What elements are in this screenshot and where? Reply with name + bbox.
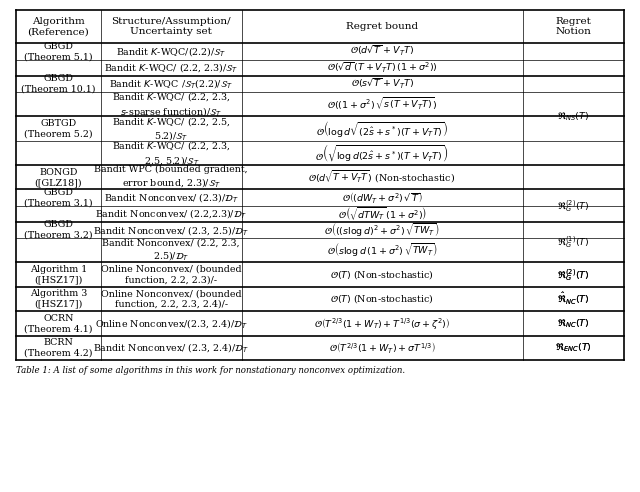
Text: Online Nonconvex/ (bounded
function, 2.2, 2.3, 2.4)/-: Online Nonconvex/ (bounded function, 2.2…: [101, 289, 241, 308]
Text: $\mathfrak{R}_{NS}(T)$: $\mathfrak{R}_{NS}(T)$: [557, 110, 589, 123]
Text: $\mathcal{O}\left(\log d\sqrt{(2\hat{s}+s^*)(T+V_TT)}\right)$: $\mathcal{O}\left(\log d\sqrt{(2\hat{s}+…: [316, 119, 449, 139]
Text: Algorithm
(Reference): Algorithm (Reference): [28, 17, 90, 36]
Text: GBGD
(Theorem 3.1): GBGD (Theorem 3.1): [24, 188, 93, 207]
Text: Bandit Nonconvex/ (2.2,2.3)/$\mathcal{D}_T$: Bandit Nonconvex/ (2.2,2.3)/$\mathcal{D}…: [95, 207, 248, 220]
Text: $\mathcal{O}\left(T^{2/3}(1+W_T)+T^{1/3}(\sigma+\zeta^2)\right)$: $\mathcal{O}\left(T^{2/3}(1+W_T)+T^{1/3}…: [314, 316, 450, 331]
Text: $\mathfrak{R}_G^{(2)}(T)$: $\mathfrak{R}_G^{(2)}(T)$: [557, 267, 589, 282]
Text: $\hat{\mathfrak{R}}_{NC}(T)$: $\hat{\mathfrak{R}}_{NC}(T)$: [557, 291, 589, 307]
Text: $\hat{\mathfrak{R}}_{NC}(T)$: $\hat{\mathfrak{R}}_{NC}(T)$: [557, 291, 589, 307]
Text: $\mathfrak{R}_G^{(2)}(T)$: $\mathfrak{R}_G^{(2)}(T)$: [557, 267, 589, 282]
Text: Bandit $K$-WQC /$\mathcal{S}_T$(2.2)/$\mathcal{S}_T$: Bandit $K$-WQC /$\mathcal{S}_T$(2.2)/$\m…: [109, 77, 233, 91]
Text: GBGD
(Theorem 5.1): GBGD (Theorem 5.1): [24, 42, 93, 61]
Text: $\mathcal{O}(T)$ (Non-stochastic): $\mathcal{O}(T)$ (Non-stochastic): [330, 268, 434, 281]
Text: $\mathfrak{R}_G^{(2)}(T)$: $\mathfrak{R}_G^{(2)}(T)$: [557, 198, 589, 214]
Text: BCRN
(Theorem 4.2): BCRN (Theorem 4.2): [24, 338, 93, 357]
Text: $\mathcal{O}((1+\sigma^2)\,\sqrt{s\,(T+V_TT)})$: $\mathcal{O}((1+\sigma^2)\,\sqrt{s\,(T+V…: [327, 96, 437, 112]
Text: $\mathcal{O}\left(\sqrt{dTW_T}\,(1+\sigma^2)\right)$: $\mathcal{O}\left(\sqrt{dTW_T}\,(1+\sigm…: [337, 206, 427, 222]
Text: $\mathcal{O}\left(\sqrt{\log d(2\hat{s}+s^*)(T+V_TT)}\right)$: $\mathcal{O}\left(\sqrt{\log d(2\hat{s}+…: [316, 142, 449, 164]
Text: Bandit Nonconvex/ (2.3, 2.4)/$\mathcal{D}_T$: Bandit Nonconvex/ (2.3, 2.4)/$\mathcal{D…: [93, 341, 249, 354]
Text: $\mathfrak{R}_{ENC}(T)$: $\mathfrak{R}_{ENC}(T)$: [555, 341, 592, 354]
Text: $\mathfrak{R}_{NC}(T)$: $\mathfrak{R}_{NC}(T)$: [557, 317, 589, 330]
Text: $\mathcal{O}(d\sqrt{T}+V_TT)$: $\mathcal{O}(d\sqrt{T}+V_TT)$: [350, 44, 414, 59]
Text: $\mathcal{O}(d\sqrt{T+V_TT})$ (Non-stochastic): $\mathcal{O}(d\sqrt{T+V_TT})$ (Non-stoch…: [308, 169, 456, 185]
Text: Regret
Notion: Regret Notion: [556, 17, 591, 36]
Text: GBGD
(Theorem 3.2): GBGD (Theorem 3.2): [24, 220, 93, 240]
Text: $\mathcal{O}\left(s\log d\,(1+\sigma^2)\,\sqrt{TW_T}\right)$: $\mathcal{O}\left(s\log d\,(1+\sigma^2)\…: [326, 242, 438, 259]
Text: Algorithm 1
([HSZ17]): Algorithm 1 ([HSZ17]): [30, 265, 87, 284]
Text: Online Nonconvex/ (bounded
function, 2.2, 2.3)/-: Online Nonconvex/ (bounded function, 2.2…: [101, 265, 241, 284]
Text: OCRN
(Theorem 4.1): OCRN (Theorem 4.1): [24, 314, 93, 333]
Text: Bandit $K$-WQC/ (2.2, 2.3,
2.5, 5.2)/$\mathcal{S}_T$: Bandit $K$-WQC/ (2.2, 2.3, 2.5, 5.2)/$\m…: [112, 139, 231, 167]
Text: Bandit $K$-WQC/ (2.2, 2.3)/$\mathcal{S}_T$: Bandit $K$-WQC/ (2.2, 2.3)/$\mathcal{S}_…: [104, 61, 239, 74]
Text: Bandit $K$-WQC/ (2.2, 2.5,
5.2)/$\mathcal{S}_T$: Bandit $K$-WQC/ (2.2, 2.5, 5.2)/$\mathca…: [112, 115, 231, 143]
Text: BONGD
([GLZ18]): BONGD ([GLZ18]): [35, 168, 83, 187]
Text: GBTGD
(Theorem 5.2): GBTGD (Theorem 5.2): [24, 119, 93, 138]
Text: Bandit Nonconvex/ (2.3)/$\mathcal{D}_T$: Bandit Nonconvex/ (2.3)/$\mathcal{D}_T$: [104, 191, 239, 204]
Text: $\mathcal{O}\left(T^{2/3}(1+W_T)+\sigma T^{1/3}\right)$: $\mathcal{O}\left(T^{2/3}(1+W_T)+\sigma …: [329, 340, 435, 355]
Text: Structure/Assumption/
Uncertainty set: Structure/Assumption/ Uncertainty set: [111, 17, 231, 36]
Text: Bandit Nonconvex/ (2.3, 2.5)/$\mathcal{D}_T$: Bandit Nonconvex/ (2.3, 2.5)/$\mathcal{D…: [93, 223, 249, 237]
Text: $\mathcal{O}\left(((s\log d)^2+\sigma^2)\,\sqrt{TW_T}\right)$: $\mathcal{O}\left(((s\log d)^2+\sigma^2)…: [324, 221, 440, 239]
Text: Regret bound: Regret bound: [346, 22, 418, 31]
Text: $\mathcal{O}(T)$ (Non-stochastic): $\mathcal{O}(T)$ (Non-stochastic): [330, 293, 434, 306]
Text: Bandit WPC (bounded gradient,
error bound, 2.3)/$\mathcal{S}_T$: Bandit WPC (bounded gradient, error boun…: [95, 165, 248, 189]
Text: $\mathfrak{R}_{ENC}(T)$: $\mathfrak{R}_{ENC}(T)$: [555, 341, 592, 354]
Text: Bandit $K$-WQC/(2.2)/$\mathcal{S}_T$: Bandit $K$-WQC/(2.2)/$\mathcal{S}_T$: [116, 45, 227, 58]
Text: Bandit Nonconvex/ (2.2, 2.3,
2.5)/$\mathcal{D}_T$: Bandit Nonconvex/ (2.2, 2.3, 2.5)/$\math…: [102, 238, 240, 262]
Text: $\mathfrak{R}_G^{(1)}(T)$: $\mathfrak{R}_G^{(1)}(T)$: [557, 234, 589, 250]
Text: Algorithm 3
([HSZ17]): Algorithm 3 ([HSZ17]): [30, 289, 87, 308]
Text: $\mathcal{O}(s\sqrt{T}+V_TT)$: $\mathcal{O}(s\sqrt{T}+V_TT)$: [351, 77, 413, 91]
Text: Online Nonconvex/(2.3, 2.4)/$\mathcal{D}_T$: Online Nonconvex/(2.3, 2.4)/$\mathcal{D}…: [95, 317, 248, 330]
Text: Bandit $K$-WQC/ (2.2, 2.3,
$s$-sparse function)/$\mathcal{S}_T$: Bandit $K$-WQC/ (2.2, 2.3, $s$-sparse fu…: [112, 90, 231, 119]
Text: $\mathcal{O}\left((dW_T+\sigma^2)\,\sqrt{T}\right)$: $\mathcal{O}\left((dW_T+\sigma^2)\,\sqrt…: [342, 190, 422, 205]
Text: $\mathcal{O}(\sqrt{d}\,(T+V_TT)\,(1+\sigma^2))$: $\mathcal{O}(\sqrt{d}\,(T+V_TT)\,(1+\sig…: [327, 61, 437, 75]
Text: GBGD
(Theorem 10.1): GBGD (Theorem 10.1): [21, 74, 96, 93]
Text: $\mathfrak{R}_{NC}(T)$: $\mathfrak{R}_{NC}(T)$: [557, 317, 589, 330]
Text: Table 1: A list of some algorithms in this work for nonstationary nonconvex opti: Table 1: A list of some algorithms in th…: [16, 366, 405, 375]
